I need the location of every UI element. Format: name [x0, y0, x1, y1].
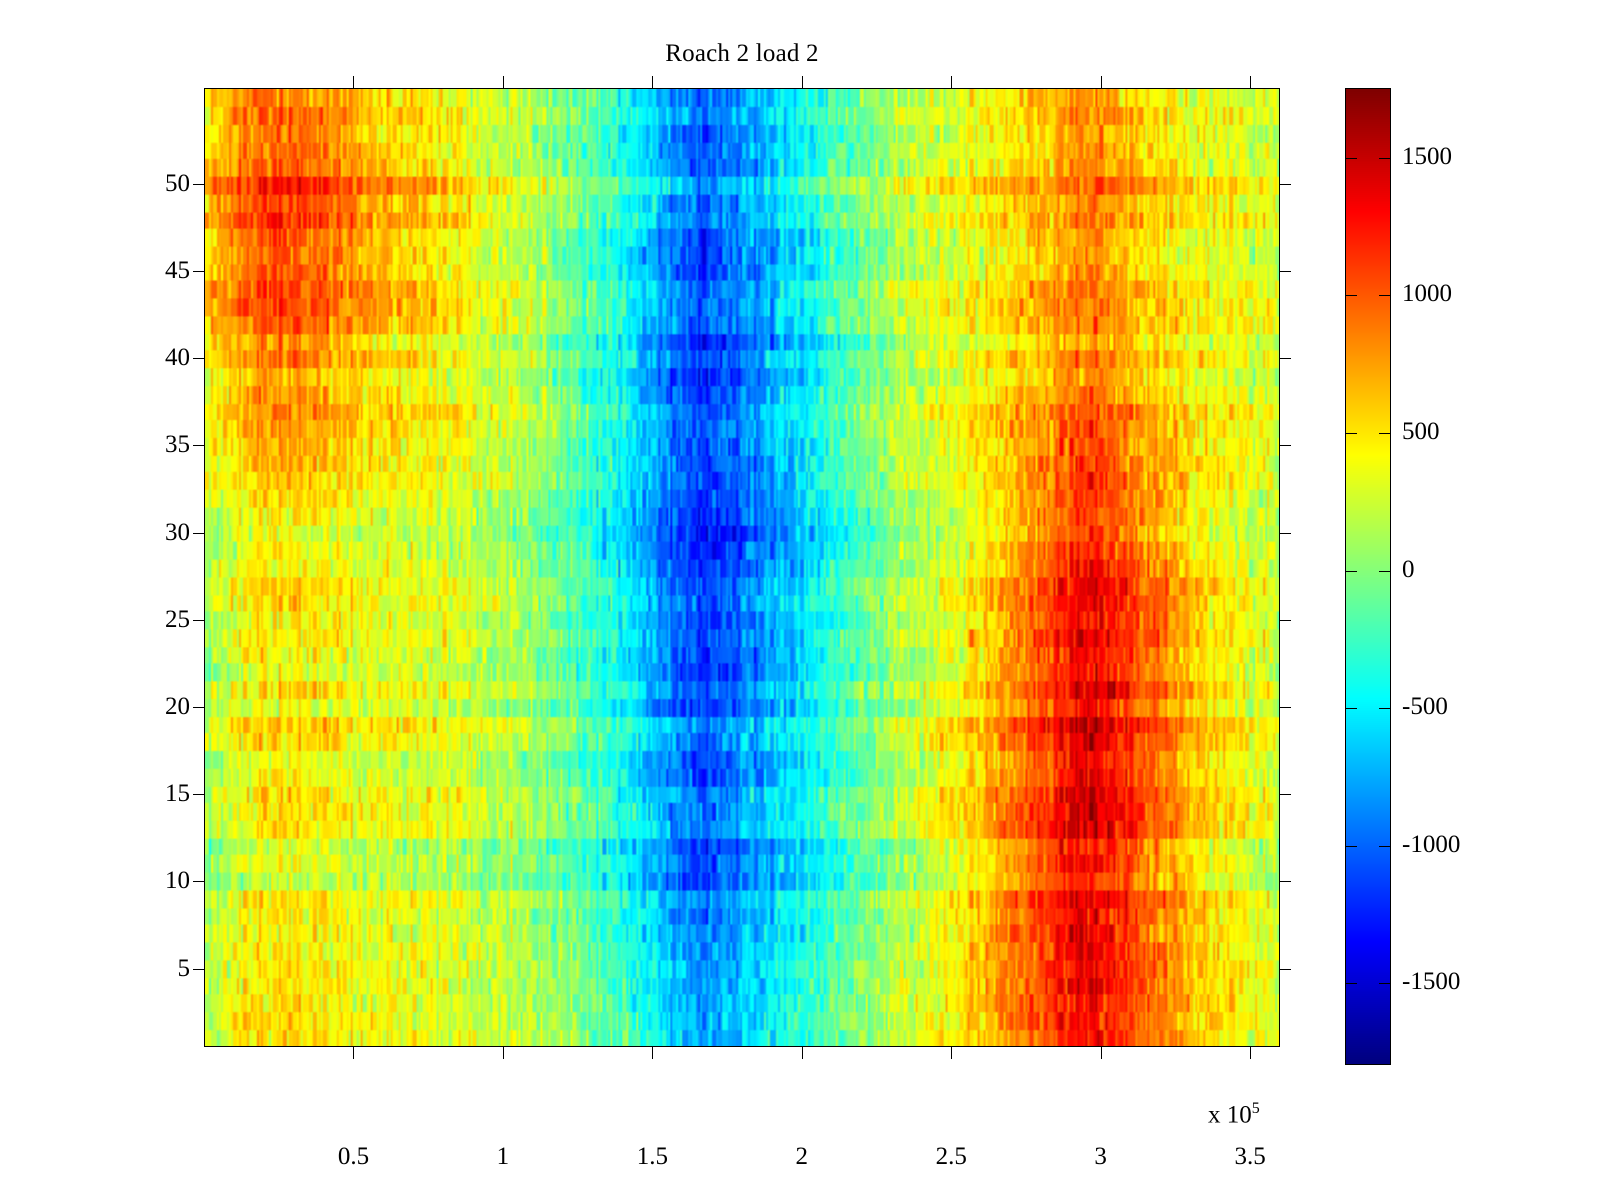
colorbar-tick-left — [1346, 983, 1357, 985]
x-axis-tick — [1250, 1047, 1252, 1059]
y-axis-tick — [193, 706, 204, 708]
y-axis-tick-right — [1280, 881, 1291, 883]
y-axis-tick-right — [1280, 358, 1291, 360]
colorbar-tick-right — [1379, 845, 1390, 847]
x-axis-tick — [502, 1047, 504, 1059]
colorbar-tick-label: 500 — [1402, 418, 1440, 445]
colorbar-tick-left — [1346, 157, 1357, 159]
x-axis-tick — [801, 1047, 803, 1059]
colorbar[interactable] — [1345, 88, 1391, 1065]
x-axis-tick-top — [1100, 76, 1102, 88]
colorbar-gradient — [1346, 89, 1390, 1064]
x-axis-tick-top — [502, 76, 504, 88]
y-axis-tick-right — [1280, 968, 1291, 970]
colorbar-tick-left — [1346, 295, 1357, 297]
x-exponent-power: 5 — [1251, 1100, 1260, 1117]
x-axis-tick-top — [353, 76, 355, 88]
y-axis-tick-right — [1280, 183, 1291, 185]
y-axis-tick-label: 20 — [165, 692, 190, 720]
x-axis-tick-top — [951, 76, 953, 88]
colorbar-tick-label: 1000 — [1402, 280, 1452, 308]
y-axis-tick — [193, 183, 204, 185]
colorbar-tick-right — [1379, 570, 1390, 572]
y-axis-tick-label: 30 — [165, 518, 190, 546]
y-axis-tick — [193, 968, 204, 970]
y-axis-tick-label: 10 — [165, 867, 190, 895]
y-axis-tick-label: 25 — [165, 605, 190, 633]
colorbar-tick-label: -1000 — [1402, 830, 1461, 858]
y-axis-tick — [193, 358, 204, 360]
y-axis-tick-label: 15 — [165, 780, 190, 808]
y-axis-tick-right — [1280, 532, 1291, 534]
heatmap-image — [205, 89, 1279, 1046]
x-axis-tick-label: 1.5 — [636, 1143, 668, 1170]
x-axis-tick-top — [801, 76, 803, 88]
x-axis-tick-label: 2 — [795, 1143, 809, 1170]
x-exponent-mantissa: x 10 — [1208, 1101, 1252, 1129]
chart-title: Roach 2 load 2 — [665, 40, 819, 67]
heatmap-axes — [204, 88, 1280, 1047]
x-axis-tick-label: 1 — [496, 1143, 510, 1170]
y-axis-tick-right — [1280, 271, 1291, 273]
x-axis-tick — [1100, 1047, 1102, 1059]
colorbar-tick-label: 1500 — [1402, 142, 1452, 170]
colorbar-tick-left — [1346, 570, 1357, 572]
y-axis-tick-right — [1280, 706, 1291, 708]
colorbar-tick-left — [1346, 845, 1357, 847]
y-axis-tick — [193, 445, 204, 447]
colorbar-tick-right — [1379, 708, 1390, 710]
y-axis-tick — [193, 619, 204, 621]
colorbar-tick-label: -500 — [1402, 693, 1448, 721]
y-axis-tick-label: 5 — [177, 954, 191, 982]
y-axis-tick-label: 45 — [165, 257, 190, 285]
x-axis-tick — [951, 1047, 953, 1059]
x-axis-tick-label: 3.5 — [1234, 1143, 1266, 1170]
y-axis-tick-label: 50 — [165, 169, 190, 197]
x-axis-tick-label: 0.5 — [337, 1143, 370, 1170]
x-axis-tick — [353, 1047, 355, 1059]
x-axis-tick-top — [1250, 76, 1252, 88]
colorbar-tick-left — [1346, 708, 1357, 710]
colorbar-tick-left — [1346, 433, 1357, 434]
y-axis-tick — [193, 794, 204, 796]
y-axis-tick — [193, 532, 204, 534]
y-axis-tick-right — [1280, 445, 1291, 447]
colorbar-tick-right — [1379, 157, 1390, 159]
x-axis-tick-label: 2.5 — [935, 1143, 967, 1170]
y-axis-tick — [193, 271, 204, 273]
colorbar-tick-label: 0 — [1402, 555, 1415, 583]
colorbar-tick-right — [1379, 983, 1390, 985]
axis-ticks-inner: 5 10 15 20 25 30 35 40 45 50 0.5 1 1.5 2 2.5 3 3.5 — [165, 76, 1291, 1170]
colorbar-tick-label: -1500 — [1402, 968, 1461, 996]
colorbar-tick-right — [1379, 433, 1390, 434]
y-axis-tick-right — [1280, 794, 1291, 796]
y-axis-tick-label: 40 — [165, 344, 190, 372]
x-axis-tick-label: 3 — [1094, 1143, 1107, 1170]
x-axis-tick — [652, 1047, 654, 1059]
axis-ticks-layer: 5 10 15 20 25 30 35 40 45 50 0.5 1 1.5 2 2.5 3 3.5 — [165, 76, 1291, 1170]
x-axis-exponent-label: x 105 — [1208, 1100, 1260, 1129]
y-axis-tick — [193, 881, 204, 883]
x-axis-tick-top — [652, 76, 654, 88]
y-axis-tick-label: 35 — [165, 431, 190, 459]
y-axis-tick-right — [1280, 619, 1291, 621]
colorbar-tick-right — [1379, 295, 1390, 297]
